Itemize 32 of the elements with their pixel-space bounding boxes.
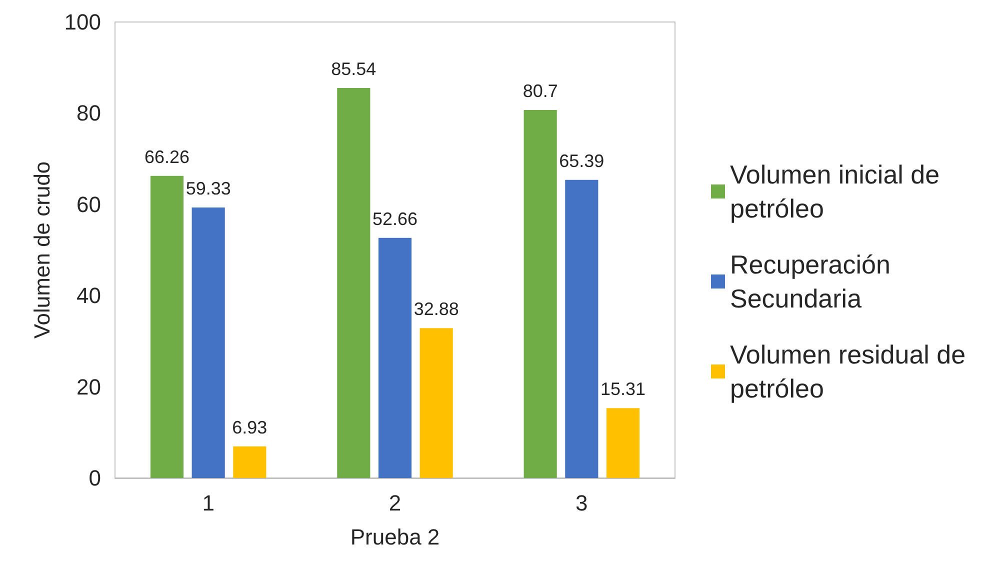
y-tick-label: 60 xyxy=(76,192,101,217)
data-label: 32.88 xyxy=(414,299,459,320)
bar xyxy=(337,88,370,478)
legend-label: Recuperación Secundaria xyxy=(730,250,898,314)
bar xyxy=(192,207,225,478)
data-label: 15.31 xyxy=(600,379,646,400)
legend-label: Volumen inicial de petróleo xyxy=(730,160,947,224)
x-tick-label: 3 xyxy=(576,490,588,516)
data-label: 85.54 xyxy=(331,58,376,79)
legend-label: Volumen residual de petróleo xyxy=(730,340,973,404)
data-label: 52.66 xyxy=(372,208,418,229)
data-label: 6.93 xyxy=(232,417,268,438)
bar xyxy=(606,408,640,478)
bar xyxy=(565,180,598,478)
x-axis-title: Prueba 2 xyxy=(350,524,440,550)
y-axis-title: Volumen de crudo xyxy=(30,161,54,339)
y-tick-label: 80 xyxy=(76,100,101,126)
bar xyxy=(420,328,453,478)
data-label: 66.26 xyxy=(144,146,190,167)
data-label: 59.33 xyxy=(186,178,231,198)
bar xyxy=(378,238,412,478)
y-tick-label: 20 xyxy=(76,374,101,400)
y-tick-label: 40 xyxy=(76,283,101,308)
y-tick-label: 0 xyxy=(88,466,101,490)
bar xyxy=(524,110,557,478)
bar xyxy=(233,446,266,478)
data-label: 65.39 xyxy=(559,150,604,171)
x-tick-label: 2 xyxy=(388,490,402,516)
bar xyxy=(150,176,184,478)
y-tick-label: 100 xyxy=(64,10,101,34)
x-tick-label: 1 xyxy=(202,490,214,516)
data-label: 80.7 xyxy=(522,81,558,102)
